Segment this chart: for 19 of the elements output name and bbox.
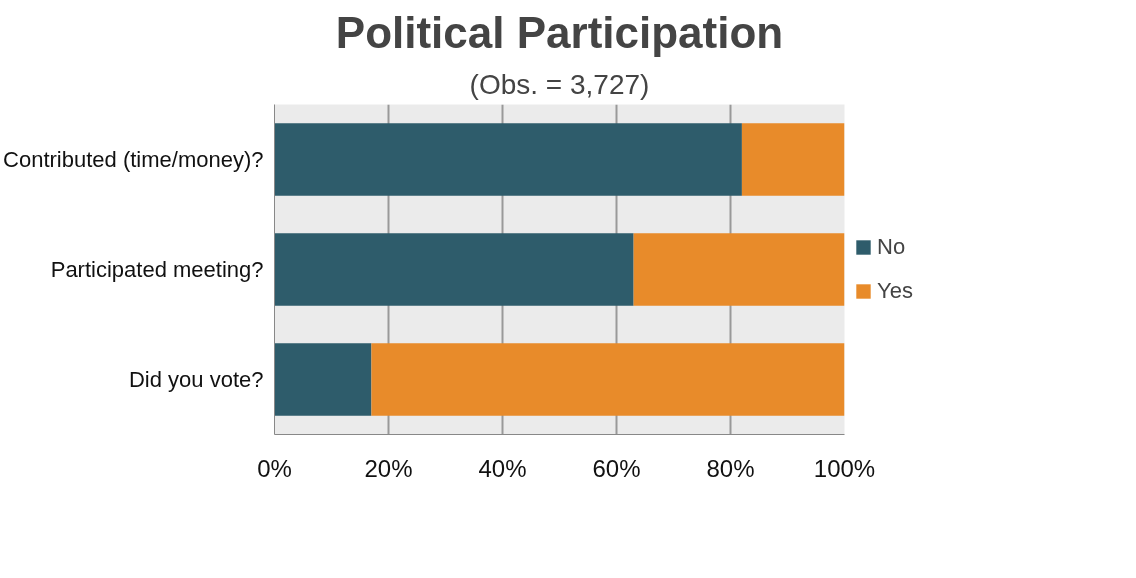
x-tick-label: 60% [592,454,641,482]
y-tick-label: Did you vote? [128,367,264,392]
chart-title: Political Participation [335,7,784,57]
legend-label: No [877,234,906,260]
x-tick-label: 100% [813,454,876,482]
bar [274,123,742,196]
bar [371,343,845,416]
x-tick-label: 80% [706,454,755,482]
bar [274,343,372,416]
chart-subtitle: (Obs. = 3,727) [469,68,650,100]
legend-label: Yes [877,278,913,304]
bar [741,123,845,196]
bar [274,233,634,306]
y-tick-label: Participated meeting? [50,257,264,282]
bar [633,233,845,306]
x-tick-label: 20% [364,454,413,482]
y-tick-label: Contributed (time/money)? [3,147,264,172]
x-tick-label: 40% [478,454,527,482]
x-tick-label: 0% [257,454,292,482]
